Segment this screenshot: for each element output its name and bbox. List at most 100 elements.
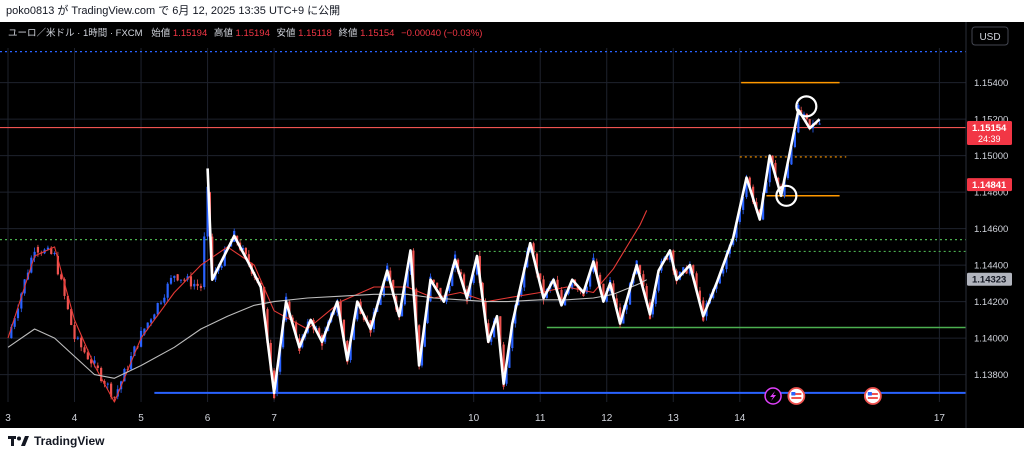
candle-body bbox=[529, 246, 532, 252]
price-label-text: 1.15154 bbox=[972, 123, 1007, 134]
candle-body bbox=[53, 253, 56, 255]
price-label-box bbox=[967, 121, 1012, 146]
price-chart-svg[interactable]: 1.15400 1.15200 1.15000 1.14800 1.14600 1.144… bbox=[0, 22, 1024, 428]
candle-body bbox=[502, 344, 505, 387]
candle-body bbox=[459, 272, 463, 275]
time-tick-label: 5 bbox=[138, 413, 144, 424]
chart-background bbox=[0, 22, 1024, 428]
currency-label: USD bbox=[979, 32, 1000, 43]
time-tick-label: 17 bbox=[934, 413, 946, 424]
legend-low: 1.15118 bbox=[298, 28, 332, 39]
candle-body bbox=[166, 283, 169, 298]
candle-body bbox=[520, 287, 523, 295]
candle-body bbox=[100, 367, 103, 382]
time-axis[interactable]: 3 4 5 6 7 10 11 12 13 14 17 bbox=[5, 413, 945, 424]
candle-body bbox=[173, 275, 176, 278]
currency-button-frame bbox=[971, 26, 1009, 46]
candle-body bbox=[159, 302, 163, 304]
candle-body bbox=[472, 274, 475, 284]
chart-area[interactable]: 1.15400 1.15200 1.15000 1.14800 1.14600 1.144… bbox=[0, 22, 1024, 428]
flag-stripe bbox=[791, 393, 802, 395]
price-tick-label: 1.13800 bbox=[974, 370, 1008, 381]
candle-body bbox=[223, 249, 226, 266]
candle-body bbox=[508, 348, 511, 368]
highlight-circle bbox=[775, 184, 798, 207]
candle-body bbox=[342, 319, 346, 341]
candle-body bbox=[625, 304, 628, 310]
candle-body bbox=[797, 104, 800, 133]
candle-body bbox=[462, 274, 466, 290]
candle-body bbox=[244, 247, 248, 255]
candle-body bbox=[66, 295, 69, 310]
candle-body bbox=[199, 285, 203, 288]
candle-body bbox=[13, 318, 16, 327]
candle-body bbox=[535, 253, 538, 274]
us-flag-event-icon bbox=[863, 387, 882, 405]
flag-canton bbox=[867, 392, 872, 396]
svg-text:ユーロ／米ドル · 1時間 · FXCM 始: ユーロ／米ドル · 1時間 · FXCM 始値 1.15194 高値 1.151… bbox=[8, 27, 482, 39]
candle-body bbox=[765, 182, 768, 194]
legend-symbol: ユーロ／米ドル · 1時間 · FXCM bbox=[8, 27, 143, 39]
candle-body bbox=[492, 320, 496, 338]
candle-body bbox=[560, 289, 563, 304]
candle-body bbox=[50, 247, 53, 254]
price-tick-label: 1.14000 bbox=[974, 334, 1008, 345]
candle-body bbox=[103, 381, 106, 385]
candle-body bbox=[542, 279, 545, 301]
candle-body bbox=[786, 164, 790, 179]
candle-body bbox=[432, 279, 435, 283]
candle-body bbox=[349, 339, 352, 361]
legend-high-label: 高値 bbox=[214, 27, 234, 39]
candle-body bbox=[176, 274, 179, 281]
candle-body bbox=[595, 261, 598, 275]
candle-body bbox=[439, 287, 442, 299]
currency-button[interactable]: USD bbox=[971, 26, 1009, 46]
marker-circles bbox=[775, 95, 818, 207]
flag-stripe bbox=[867, 393, 878, 395]
price-axis[interactable]: 1.15400 1.15200 1.15000 1.14800 1.14600 1.144… bbox=[974, 78, 1008, 381]
candle-body bbox=[110, 383, 113, 397]
candle-body bbox=[356, 307, 359, 320]
candle-body bbox=[682, 267, 685, 272]
candle-body bbox=[106, 383, 109, 385]
candle-body bbox=[651, 303, 654, 315]
candle-body bbox=[451, 267, 454, 286]
candle-body bbox=[83, 347, 86, 353]
legend-open-label: 始値 bbox=[151, 27, 171, 39]
candle-body bbox=[206, 186, 209, 237]
candle-body bbox=[475, 260, 479, 275]
candle-body bbox=[725, 253, 728, 270]
candle-body bbox=[436, 282, 439, 288]
tradingview-logo-icon bbox=[8, 436, 29, 446]
flag-canton bbox=[791, 392, 796, 396]
candle-body bbox=[60, 274, 63, 280]
price-label-countdown: 24:39 bbox=[978, 134, 1001, 144]
candle-body bbox=[745, 178, 748, 198]
candle-body bbox=[149, 319, 153, 323]
candle-body bbox=[169, 277, 173, 284]
footer-brand: TradingView bbox=[34, 434, 105, 448]
flag-stripe bbox=[867, 397, 878, 399]
candle-body bbox=[179, 279, 183, 281]
candle-body bbox=[585, 286, 588, 293]
candle-body bbox=[156, 303, 159, 315]
time-tick-label: 11 bbox=[535, 413, 546, 424]
candle-body bbox=[143, 328, 146, 335]
candle-body bbox=[628, 283, 632, 305]
legend-low-label: 安値 bbox=[277, 27, 297, 39]
candle-body bbox=[20, 293, 23, 309]
candle-body bbox=[598, 274, 602, 284]
candle-body bbox=[774, 162, 777, 179]
candle-body bbox=[692, 265, 695, 274]
candle-body bbox=[556, 279, 559, 290]
candle-body bbox=[259, 282, 262, 285]
candle-body bbox=[698, 290, 701, 301]
footer: TradingView bbox=[0, 430, 1024, 457]
candle-body bbox=[695, 273, 698, 291]
candle-body bbox=[420, 346, 424, 366]
candle-body bbox=[189, 276, 193, 287]
candle-body bbox=[193, 283, 196, 287]
candle-body bbox=[278, 347, 282, 372]
candle-body bbox=[469, 283, 472, 298]
candle-body bbox=[73, 324, 76, 340]
